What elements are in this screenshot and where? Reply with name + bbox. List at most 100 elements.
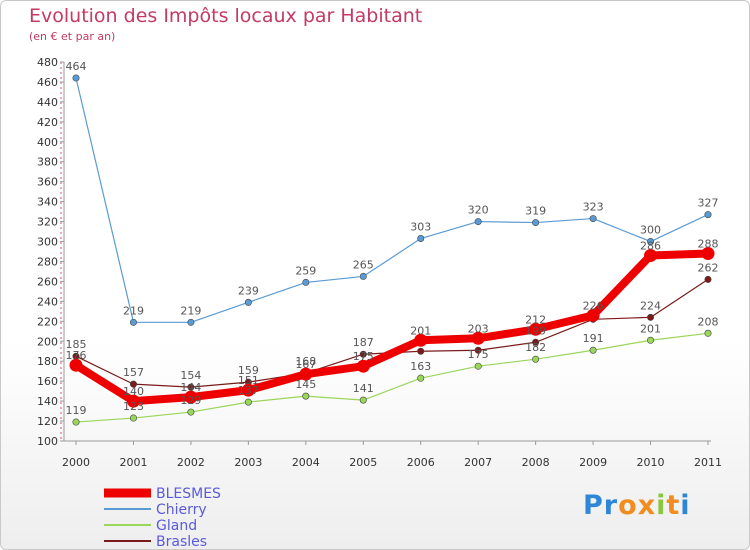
data-point: [704, 211, 712, 219]
legend-label-blesmes: BLESMES: [156, 486, 221, 502]
x-tick-label: 2007: [464, 456, 492, 469]
data-point: [359, 350, 367, 358]
x-tick-label: 2005: [349, 456, 377, 469]
data-label: 224: [640, 299, 661, 312]
data-label: 300: [640, 224, 661, 237]
data-label: 201: [640, 322, 661, 335]
data-label: 159: [238, 364, 259, 377]
legend-label-gland: Gland: [156, 518, 197, 534]
y-tick-label: 280: [37, 255, 58, 268]
y-tick-label: 460: [37, 76, 58, 89]
data-point: [302, 278, 310, 286]
data-label: 182: [525, 341, 546, 354]
data-label: 175: [353, 350, 374, 363]
data-label: 226: [583, 299, 604, 312]
data-label: 154: [180, 369, 201, 382]
data-point: [356, 359, 370, 373]
data-label: 151: [238, 374, 259, 387]
data-point: [129, 414, 137, 422]
x-tick-label: 2011: [694, 456, 722, 469]
series-line-gland: [75, 332, 709, 423]
data-point: [532, 219, 540, 227]
data-label: 464: [66, 60, 87, 73]
data-point: [244, 398, 252, 406]
data-label: 219: [123, 304, 144, 317]
data-point: [474, 346, 482, 354]
data-point: [644, 248, 658, 262]
data-label: 265: [353, 258, 374, 271]
data-point: [241, 383, 255, 397]
legend-label-chierry: Chierry: [156, 502, 207, 518]
proxiti-logo: Proxiti: [583, 490, 691, 521]
y-tick-label: 200: [37, 335, 58, 348]
data-label: 212: [525, 313, 546, 326]
data-label: 203: [468, 322, 489, 335]
x-tick-label: 2000: [62, 456, 90, 469]
y-tick-label: 320: [37, 216, 58, 229]
data-point: [72, 418, 80, 426]
data-point: [474, 362, 482, 370]
x-tick-label: 2001: [119, 456, 147, 469]
x-tick-label: 2002: [177, 456, 205, 469]
x-tick-label: 2010: [637, 456, 665, 469]
data-point: [244, 298, 252, 306]
data-label: 141: [353, 382, 374, 395]
y-tick-label: 300: [37, 236, 58, 249]
data-point: [414, 333, 428, 347]
y-tick-label: 100: [37, 435, 58, 448]
data-label: 167: [295, 358, 316, 371]
y-tick-label: 420: [37, 116, 58, 129]
data-label: 185: [66, 338, 87, 351]
data-label: 129: [180, 394, 201, 407]
y-tick-label: 140: [37, 395, 58, 408]
data-label: 201: [410, 324, 431, 337]
y-tick-label: 480: [37, 56, 58, 69]
data-label: 286: [640, 239, 661, 252]
data-label: 137: [238, 384, 259, 397]
data-point: [129, 318, 137, 326]
y-tick-label: 360: [37, 176, 58, 189]
data-point: [532, 355, 540, 363]
x-tick-label: 2004: [292, 456, 320, 469]
x-tick-label: 2009: [579, 456, 607, 469]
data-point: [471, 331, 485, 345]
data-point: [187, 318, 195, 326]
data-point: [417, 347, 425, 355]
y-tick-label: 160: [37, 375, 58, 388]
series-line-chierry: [75, 77, 709, 323]
data-label: 303: [410, 221, 431, 234]
data-label: 219: [180, 304, 201, 317]
x-tick-label: 2003: [234, 456, 262, 469]
data-label: 145: [295, 378, 316, 391]
y-tick-label: 340: [37, 196, 58, 209]
chart-title: Evolution des Impôts locaux par Habitant: [29, 5, 423, 27]
data-label: 208: [698, 315, 719, 328]
y-tick-label: 440: [37, 96, 58, 109]
data-point: [417, 374, 425, 382]
y-tick-label: 220: [37, 315, 58, 328]
data-label: 191: [583, 332, 604, 345]
data-label: 157: [123, 366, 144, 379]
data-point: [302, 392, 310, 400]
data-point: [701, 246, 715, 260]
data-label: 119: [66, 404, 87, 417]
series-line-blesmes: [72, 249, 712, 406]
data-label: 199: [525, 324, 546, 337]
y-tick-label: 120: [37, 415, 58, 428]
data-point: [299, 367, 313, 381]
data-point: [72, 74, 80, 82]
data-label: 288: [698, 237, 719, 250]
y-tick-label: 380: [37, 156, 58, 169]
data-point: [184, 390, 198, 404]
data-label: 319: [525, 205, 546, 218]
data-label: 144: [180, 381, 201, 394]
chart-subtitle: (en € et par an): [29, 30, 116, 43]
data-point: [187, 383, 195, 391]
data-point: [529, 322, 543, 336]
data-label: 175: [468, 348, 489, 361]
data-point: [647, 336, 655, 344]
data-label: 320: [468, 204, 489, 217]
x-tick-label: 2006: [407, 456, 435, 469]
